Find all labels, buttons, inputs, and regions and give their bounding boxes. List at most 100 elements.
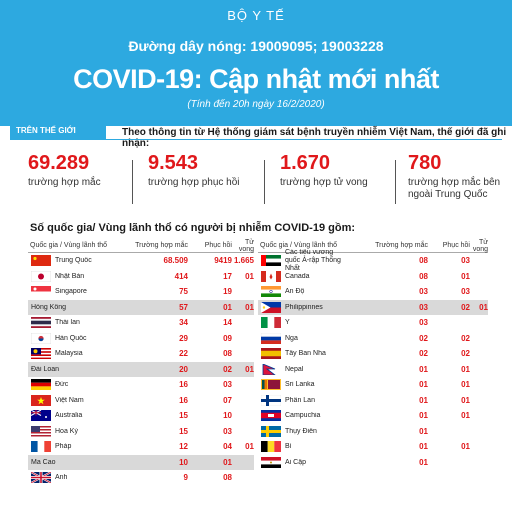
deaths-value: 01 xyxy=(245,302,254,312)
header-banner: BỘ Y TẾ Đường dây nóng: 19009095; 190032… xyxy=(0,0,512,126)
recovered-value: 02 xyxy=(223,364,232,374)
india-flag-icon xyxy=(261,286,281,298)
stat-label: trường hợp tử vong xyxy=(280,177,368,188)
recovered-value: 10 xyxy=(223,411,232,421)
countries-heading: Số quốc gia/ Vùng lãnh thổ có người bị n… xyxy=(30,222,356,234)
country-name: Phần Lan xyxy=(285,396,315,404)
recovered-value: 08 xyxy=(223,349,232,359)
cases-value: 02 xyxy=(419,333,428,343)
country-name: Hoa Kỳ xyxy=(55,427,78,435)
table-row: Hàn Quốc 29 09 xyxy=(28,331,254,347)
sweden-flag-icon xyxy=(261,425,281,437)
divider xyxy=(395,160,396,204)
stat-label: trường hợp phục hồi xyxy=(148,177,240,188)
table-row: Tây Ban Nha 02 02 xyxy=(258,346,488,362)
stat-recovered: 9.543 trường hợp phục hồi xyxy=(148,152,256,189)
table-row: Trung Quốc 68.509 9419 1.665 xyxy=(28,253,254,269)
country-name: Australia xyxy=(55,412,83,420)
japan-flag-icon xyxy=(31,270,51,282)
spain-flag-icon xyxy=(261,348,281,360)
recovered-value: 01 xyxy=(461,364,470,374)
country-name: Trung Quốc xyxy=(55,257,92,265)
recovered-value: 03 xyxy=(223,380,232,390)
cases-value: 01 xyxy=(419,380,428,390)
germany-flag-icon xyxy=(31,379,51,391)
deaths-value: 01 xyxy=(245,271,254,281)
world-intro: Theo thông tin từ Hệ thống giám sát bệnh… xyxy=(122,127,507,149)
table-row: Hồng Kông 57 01 01 xyxy=(28,299,254,315)
column-header: Quốc gia / Vùng lãnh thổ xyxy=(30,242,108,249)
table-row: Malaysia 22 08 xyxy=(28,346,254,362)
table-row: Việt Nam 16 07 xyxy=(28,393,254,409)
country-name: Philippinnes xyxy=(285,303,323,311)
table-row: Nga 02 02 xyxy=(258,331,488,347)
countries-table-right: Quốc gia / Vùng lãnh thổ Trường hợp mắc Ph… xyxy=(258,239,488,470)
srilanka-flag-icon xyxy=(261,379,281,391)
recovered-value: 14 xyxy=(223,318,232,328)
hotline: Đường dây nóng: 19009095; 19003228 xyxy=(128,38,384,54)
cases-value: 12 xyxy=(179,442,188,452)
cases-value: 08 xyxy=(419,256,428,266)
divider xyxy=(132,160,133,204)
table-row: Pháp 12 04 01 xyxy=(28,439,254,455)
cases-value: 03 xyxy=(419,287,428,297)
countries-table-left: Quốc gia / Vùng lãnh thổ Trường hợp mắc Ph… xyxy=(28,239,254,486)
country-name: Campuchia xyxy=(285,412,321,420)
country-name: Nga xyxy=(285,334,298,342)
korea-flag-icon xyxy=(31,332,51,344)
table-header: Quốc gia / Vùng lãnh thổ Trường hợp mắc Ph… xyxy=(28,239,254,253)
cases-value: 01 xyxy=(419,426,428,436)
stat-value: 1.670 xyxy=(280,152,331,174)
cases-value: 10 xyxy=(179,457,188,467)
cases-value: 22 xyxy=(179,349,188,359)
recovered-value: 09 xyxy=(223,333,232,343)
country-name: Singapore xyxy=(55,288,87,296)
recovered-value: 07 xyxy=(223,395,232,405)
cases-value: 01 xyxy=(419,411,428,421)
recovered-value: 08 xyxy=(223,473,232,483)
table-row: Australia 15 10 xyxy=(28,408,254,424)
france-flag-icon xyxy=(31,441,51,453)
recovered-value: 02 xyxy=(461,302,470,312)
country-name: Các tiểu vương quốc Ả-rập Thống Nhất xyxy=(285,248,341,272)
country-name: Ma Cao xyxy=(31,458,56,466)
cases-value: 01 xyxy=(419,395,428,405)
country-name: Malaysia xyxy=(55,350,83,358)
cases-value: 414 xyxy=(174,271,188,281)
canada-flag-icon xyxy=(261,270,281,282)
recovered-value: 03 xyxy=(223,426,232,436)
table-row: Đài Loan 20 02 01 xyxy=(28,361,254,377)
singapore-flag-icon xyxy=(31,286,51,298)
table-row: Canada 08 01 xyxy=(258,269,488,285)
recovered-value: 03 xyxy=(461,287,470,297)
cases-value: 15 xyxy=(179,411,188,421)
cases-value: 03 xyxy=(419,318,428,328)
stat-value: 69.289 xyxy=(28,152,90,174)
cases-value: 16 xyxy=(179,380,188,390)
country-name: Đài Loan xyxy=(31,365,60,373)
china-flag-icon xyxy=(31,255,51,267)
column-header: Tử vong xyxy=(238,238,254,253)
table-row: Ấn Độ 03 03 xyxy=(258,284,488,300)
cases-value: 03 xyxy=(419,302,428,312)
column-header: Phục hồi xyxy=(204,242,232,249)
cases-value: 08 xyxy=(419,271,428,281)
country-name: Ấn Độ xyxy=(285,288,305,296)
country-name: Ý xyxy=(285,319,290,327)
belgium-flag-icon xyxy=(261,441,281,453)
country-name: Đức xyxy=(55,381,69,389)
table-row: Các tiểu vương quốc Ả-rập Thống Nhất 08 03 xyxy=(258,249,488,272)
stat-label: trường hợp mắc xyxy=(28,177,101,188)
country-name: Tây Ban Nha xyxy=(285,350,326,358)
cases-value: 02 xyxy=(419,349,428,359)
column-header: Quốc gia / Vùng lãnh thổ xyxy=(260,242,338,249)
table-row: Nhật Bản 414 17 01 xyxy=(28,269,254,285)
table-row: Ai Cập 01 xyxy=(258,455,488,471)
country-name: Việt Nam xyxy=(55,396,84,404)
recovered-value: 01 xyxy=(223,457,232,467)
country-name: Pháp xyxy=(55,443,72,451)
cases-value: 01 xyxy=(419,364,428,374)
table-row: Thái lan 34 14 xyxy=(28,315,254,331)
deaths-value: 01 xyxy=(245,364,254,374)
egypt-flag-icon xyxy=(261,456,281,468)
